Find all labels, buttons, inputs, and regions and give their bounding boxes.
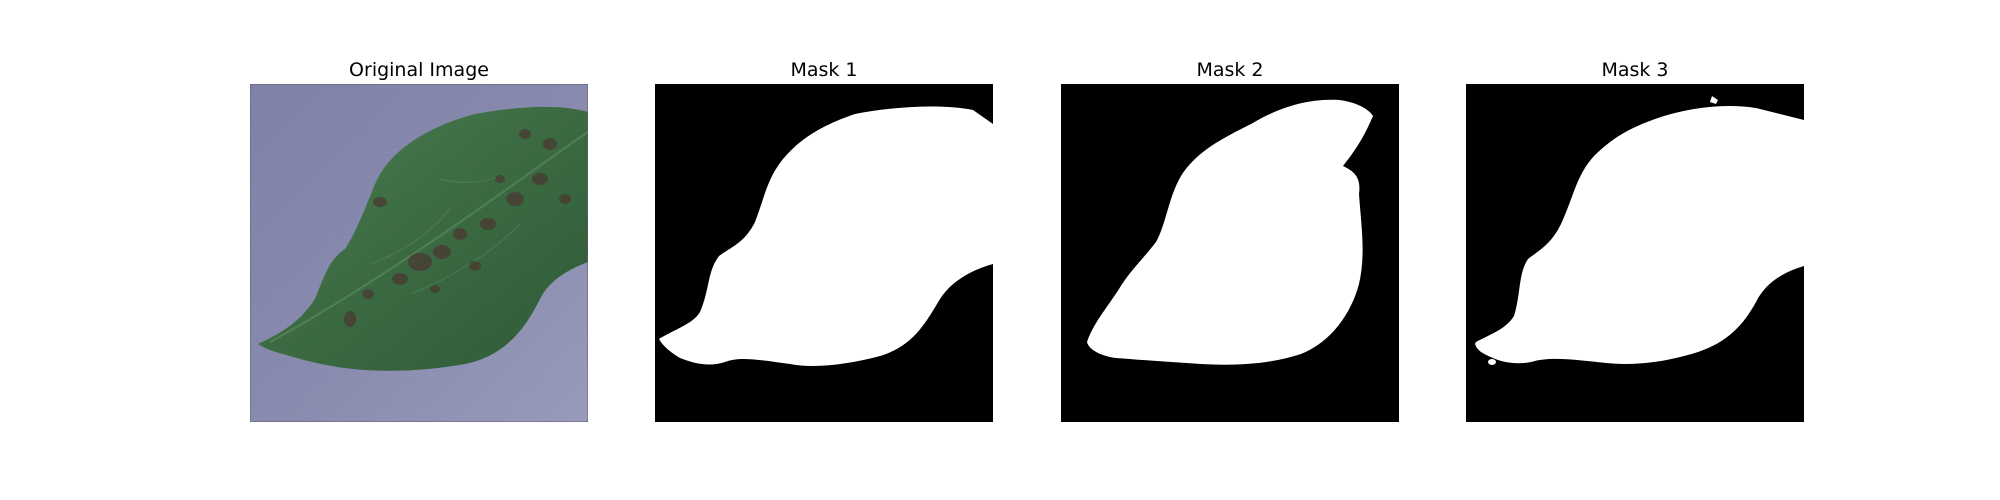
panel-title-mask-1: Mask 1 — [790, 59, 858, 81]
mask-1-image — [655, 84, 993, 422]
leaf-shape — [258, 106, 588, 371]
mask-1-region — [659, 106, 993, 367]
mask-3-speck — [1488, 359, 1496, 365]
mask-3-image — [1466, 84, 1804, 422]
panel-title-mask-3: Mask 3 — [1601, 59, 1669, 81]
panel-title-mask-2: Mask 2 — [1196, 59, 1264, 81]
mask-3-panel — [1466, 84, 1804, 422]
panel-title-original-image: Original Image — [349, 59, 489, 81]
mask-2-region — [1087, 99, 1373, 365]
mask-2-image — [1061, 84, 1399, 422]
mask-3-tip — [1710, 96, 1718, 104]
mask-3-region — [1475, 106, 1804, 364]
mask-2-panel — [1061, 84, 1399, 422]
leaf-photo — [250, 84, 588, 422]
mask-1-panel — [655, 84, 993, 422]
original-image-panel — [250, 84, 588, 422]
leaf-spots — [344, 129, 571, 327]
